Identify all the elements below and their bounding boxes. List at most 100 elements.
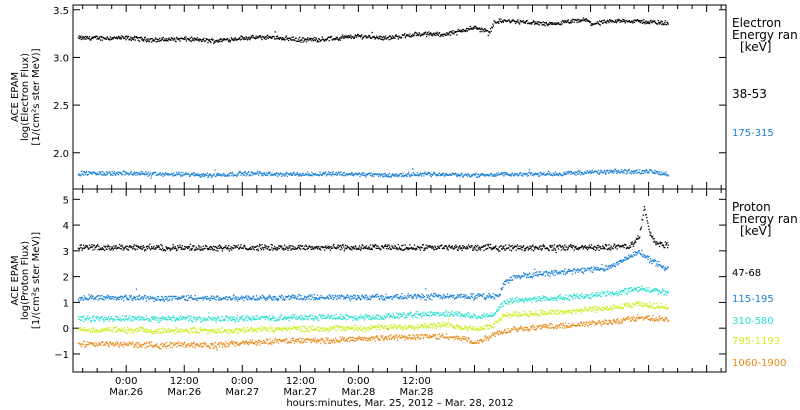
data-point — [364, 297, 366, 300]
data-point — [102, 318, 105, 320]
data-point — [256, 245, 258, 247]
data-point — [285, 316, 287, 318]
data-point — [179, 174, 181, 176]
data-point — [93, 244, 95, 246]
data-point — [462, 314, 464, 317]
data-point — [220, 246, 222, 249]
data-point — [626, 257, 629, 259]
data-point — [126, 245, 128, 248]
data-point — [646, 172, 648, 174]
data-point — [89, 317, 91, 319]
data-point — [278, 38, 280, 41]
data-point — [549, 22, 552, 24]
data-point — [188, 247, 190, 249]
data-point — [372, 244, 374, 246]
data-point — [519, 248, 521, 250]
data-point — [437, 245, 439, 248]
data-point — [241, 172, 243, 174]
data-point — [503, 248, 506, 250]
data-point — [378, 298, 380, 301]
data-point — [310, 298, 312, 301]
data-point — [460, 247, 463, 249]
data-point — [440, 34, 442, 37]
data-point — [116, 298, 118, 300]
data-point — [192, 316, 195, 318]
data-point — [583, 246, 586, 248]
data-point — [658, 245, 661, 248]
data-point — [314, 298, 316, 300]
data-point — [445, 34, 447, 37]
data-point — [92, 245, 95, 247]
data-point — [301, 37, 304, 39]
data-point — [214, 296, 216, 298]
data-point — [284, 172, 286, 175]
data-point — [278, 247, 280, 250]
data-point — [466, 30, 469, 32]
data-point — [564, 268, 566, 270]
data-point — [101, 36, 103, 38]
data-point — [423, 295, 426, 298]
data-point — [334, 318, 337, 320]
data-point — [293, 297, 296, 299]
data-point — [106, 36, 109, 38]
data-point — [108, 297, 110, 300]
data-point — [472, 247, 474, 249]
data-point — [341, 35, 343, 38]
data-point — [250, 248, 253, 250]
data-point — [245, 316, 247, 319]
data-point — [145, 39, 147, 41]
data-point — [304, 248, 307, 251]
data-point — [286, 171, 288, 173]
data-point — [312, 246, 314, 248]
data-point — [111, 246, 113, 248]
data-point — [286, 247, 289, 249]
data-point — [643, 170, 646, 172]
data-point — [164, 295, 166, 298]
data-point — [542, 244, 545, 246]
data-point — [348, 247, 351, 249]
data-point — [548, 249, 550, 251]
data-point — [105, 296, 107, 298]
data-point — [208, 297, 210, 299]
data-point — [638, 19, 640, 22]
data-point — [315, 38, 318, 40]
data-point — [136, 295, 138, 298]
data-point — [611, 170, 614, 172]
data-point — [650, 19, 652, 22]
data-point — [564, 171, 566, 174]
data-point — [364, 246, 366, 248]
data-point — [449, 294, 452, 296]
data-point — [605, 268, 607, 271]
data-point — [409, 33, 411, 35]
data-point — [643, 21, 646, 24]
data-point — [530, 246, 532, 248]
data-point — [293, 171, 295, 173]
data-point — [434, 314, 437, 316]
data-point — [162, 36, 164, 39]
data-point — [535, 271, 537, 274]
data-point — [140, 170, 142, 173]
data-point — [294, 246, 296, 248]
data-point — [114, 319, 116, 321]
data-point — [385, 245, 387, 248]
data-point — [144, 37, 146, 39]
data-point — [368, 34, 370, 37]
data-point — [317, 174, 319, 176]
data-point — [267, 296, 269, 298]
data-point — [405, 173, 407, 175]
data-point — [412, 297, 414, 300]
data-point — [362, 296, 364, 298]
data-point — [475, 172, 477, 175]
data-point — [90, 294, 92, 296]
data-point — [485, 30, 487, 32]
data-point — [527, 249, 529, 251]
data-point — [334, 317, 336, 319]
data-point — [218, 173, 220, 175]
data-point — [567, 21, 569, 23]
data-point — [293, 248, 296, 251]
data-point — [523, 250, 525, 252]
data-point — [376, 35, 378, 37]
data-point — [644, 256, 647, 259]
data-point — [189, 317, 192, 320]
data-point — [557, 22, 560, 24]
